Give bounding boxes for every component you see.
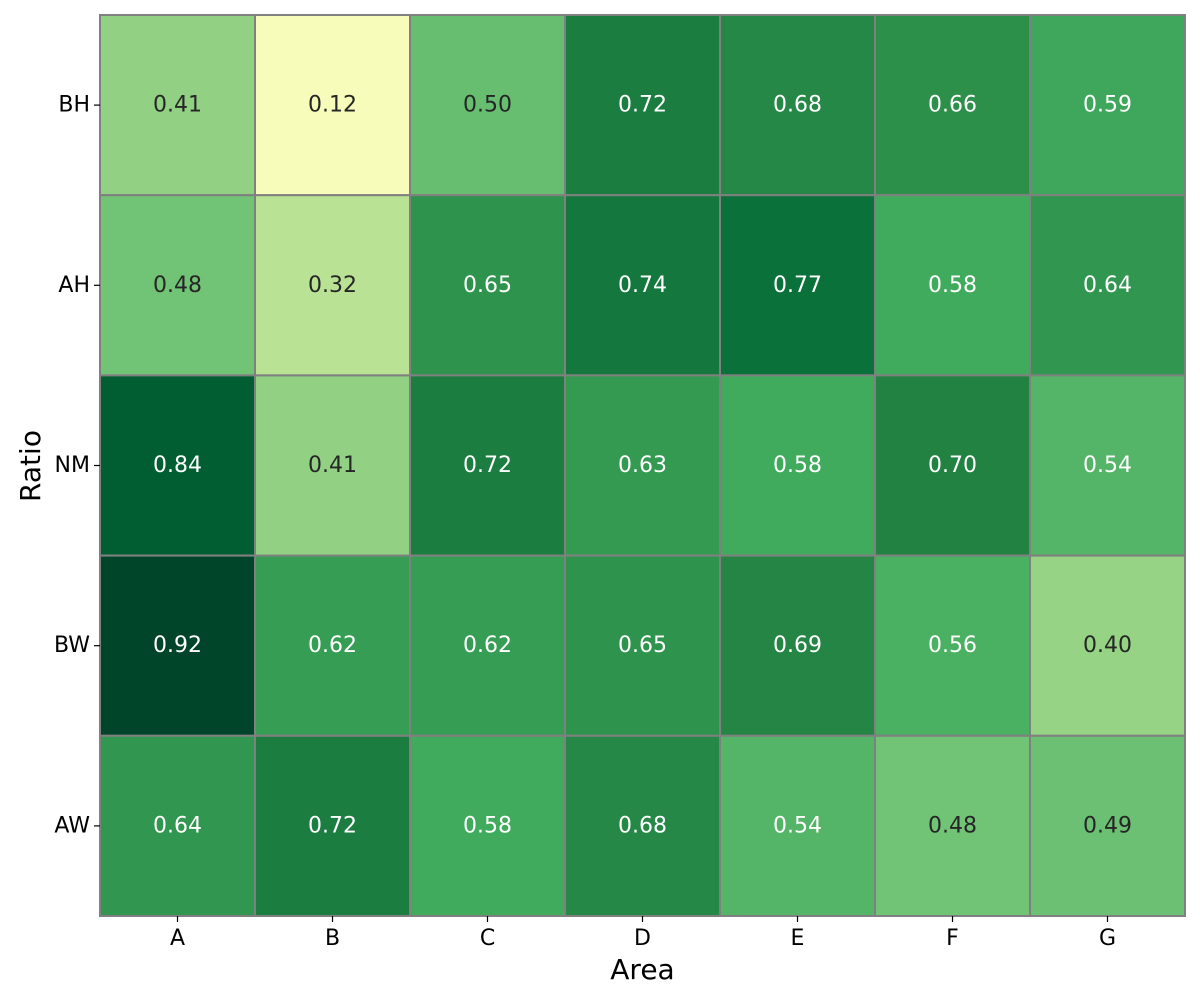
heatmap-cell-ah-g	[1029, 194, 1186, 377]
heatmap-cell-value: 0.64	[1083, 273, 1132, 298]
heatmap-cell-value: 0.54	[773, 813, 822, 838]
heatmap-cells: 0.41 0.12 0.50 0.72 0.68 0.66 0.59 0.48 0.32 0.65…	[99, 14, 1186, 917]
y-tick-label: NM	[55, 453, 90, 478]
heatmap-cell-value: 0.49	[1083, 813, 1132, 838]
y-axis-label: Ratio	[14, 430, 47, 502]
heatmap-cell-value: 0.84	[153, 453, 202, 478]
heatmap-cell-value: 0.12	[308, 93, 357, 118]
heatmap-cell-bh-c	[409, 14, 566, 197]
heatmap-cell-value: 0.77	[773, 273, 822, 298]
heatmap-cell-bw-d	[564, 554, 721, 737]
heatmap-cell-nm-f	[874, 374, 1031, 557]
x-tick-label: F	[946, 926, 959, 951]
heatmap-cell-value: 0.92	[153, 633, 202, 658]
heatmap-cell-value: 0.66	[928, 93, 977, 118]
heatmap-cell-value: 0.40	[1083, 633, 1132, 658]
heatmap-cell-value: 0.65	[463, 273, 512, 298]
heatmap-cell-bw-g	[1029, 554, 1186, 737]
heatmap-cell-value: 0.72	[308, 813, 357, 838]
x-tick-label: C	[480, 926, 495, 951]
heatmap-cell-nm-g	[1029, 374, 1186, 557]
y-tick-label: BW	[54, 633, 90, 658]
heatmap-cell-value: 0.74	[618, 273, 667, 298]
heatmap-cell-nm-d	[564, 374, 721, 557]
heatmap-cell-ah-f	[874, 194, 1031, 377]
heatmap-cell-value: 0.68	[618, 813, 667, 838]
heatmap-cell-nm-e	[719, 374, 876, 557]
y-tick-label: AW	[54, 813, 90, 838]
heatmap-cell-nm-c	[409, 374, 566, 557]
heatmap-cell-value: 0.41	[308, 453, 357, 478]
heatmap-cell-bh-f	[874, 14, 1031, 197]
heatmap-cell-value: 0.58	[928, 273, 977, 298]
heatmap-cell-value: 0.70	[928, 453, 977, 478]
x-axis-label: Area	[610, 953, 674, 986]
heatmap-cell-value: 0.72	[618, 93, 667, 118]
heatmap-cell-bh-d	[564, 14, 721, 197]
x-tick-label: D	[634, 926, 651, 951]
heatmap-cell-value: 0.32	[308, 273, 357, 298]
heatmap-cell-value: 0.62	[463, 633, 512, 658]
heatmap-cell-bh-e	[719, 14, 876, 197]
heatmap-cell-bw-f	[874, 554, 1031, 737]
heatmap-cell-value: 0.50	[463, 93, 512, 118]
heatmap-cell-value: 0.58	[773, 453, 822, 478]
heatmap-cell-value: 0.72	[463, 453, 512, 478]
x-tick-label: E	[791, 926, 805, 951]
heatmap-cell-value: 0.63	[618, 453, 667, 478]
x-tick-label: G	[1099, 926, 1116, 951]
heatmap-cell-value: 0.65	[618, 633, 667, 658]
x-tick-label: A	[170, 926, 185, 951]
heatmap-cell-nm-b	[254, 374, 411, 557]
axis-ticks: A B C D E F G BH AH NM BW AW	[54, 93, 1116, 951]
heatmap-cell-value: 0.68	[773, 93, 822, 118]
heatmap-cell-ah-e	[719, 194, 876, 377]
heatmap-cell-value: 0.48	[153, 273, 202, 298]
heatmap-cell-value: 0.48	[928, 813, 977, 838]
heatmap-cell-value: 0.62	[308, 633, 357, 658]
heatmap-cell-bw-b	[254, 554, 411, 737]
heatmap-cell-value: 0.64	[153, 813, 202, 838]
heatmap-cell-aw-g	[1029, 734, 1186, 917]
heatmap-cell-bh-a	[99, 14, 256, 197]
heatmap-cell-value: 0.58	[463, 813, 512, 838]
y-tick-label: AH	[58, 273, 90, 298]
y-tick-label: BH	[58, 93, 90, 118]
heatmap-cell-bh-b	[254, 14, 411, 197]
heatmap-cell-value: 0.54	[1083, 453, 1132, 478]
heatmap-cell-value: 0.69	[773, 633, 822, 658]
heatmap-cell-value: 0.59	[1083, 93, 1132, 118]
x-tick-label: B	[325, 926, 340, 951]
heatmap-cell-bw-a	[99, 554, 256, 737]
heatmap-cell-value: 0.56	[928, 633, 977, 658]
heatmap-cell-value: 0.41	[153, 93, 202, 118]
heatmap-cell-ah-c	[409, 194, 566, 377]
heatmap-cell-aw-c	[409, 734, 566, 917]
heatmap-cell-aw-a	[99, 734, 256, 917]
